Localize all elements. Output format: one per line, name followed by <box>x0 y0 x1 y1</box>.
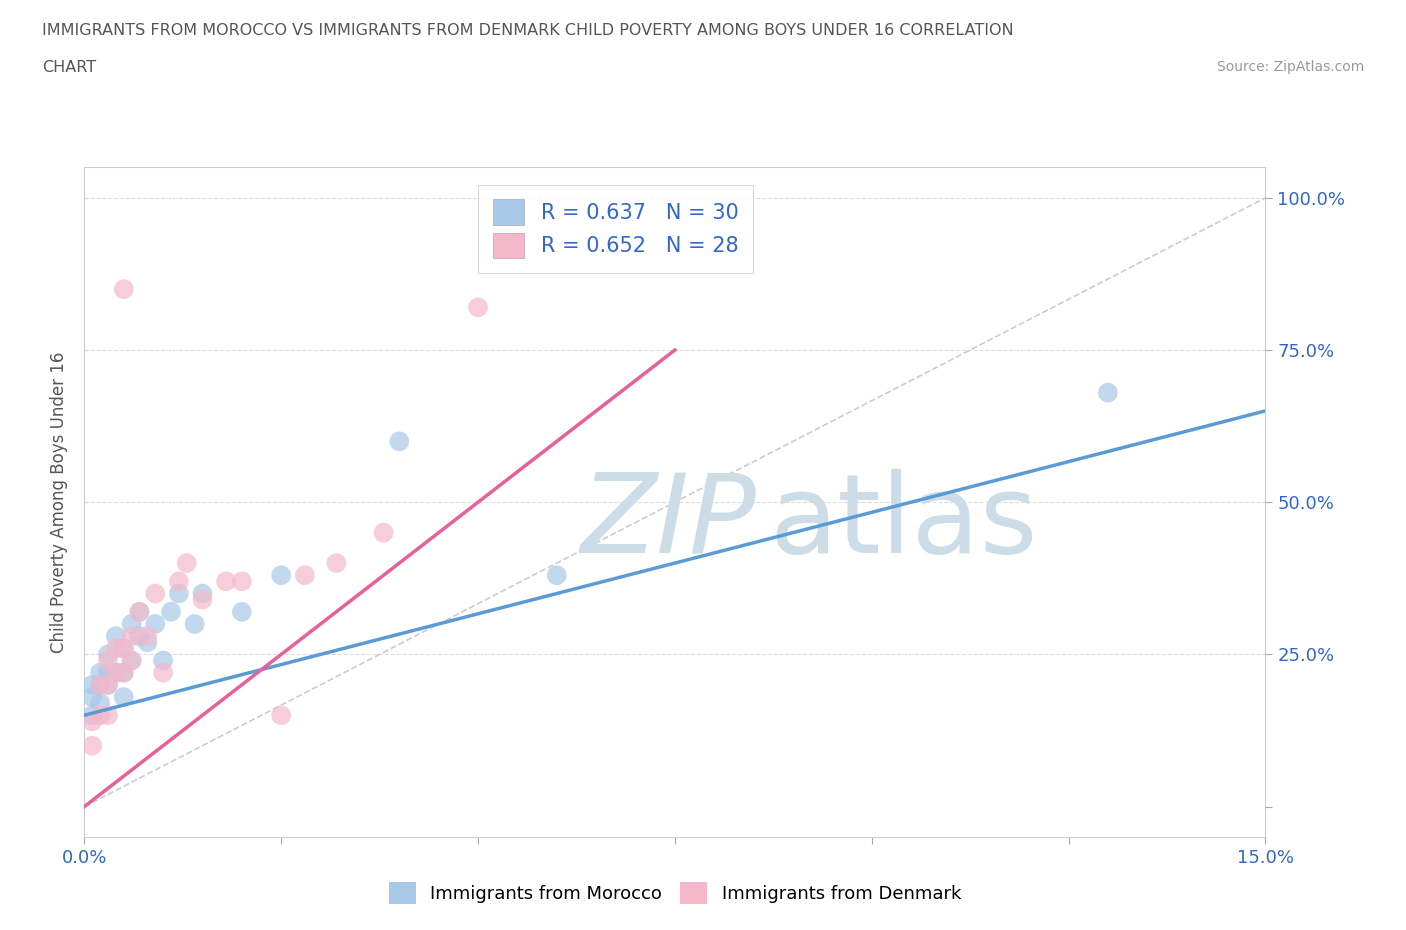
Text: IMMIGRANTS FROM MOROCCO VS IMMIGRANTS FROM DENMARK CHILD POVERTY AMONG BOYS UNDE: IMMIGRANTS FROM MOROCCO VS IMMIGRANTS FR… <box>42 23 1014 38</box>
Point <box>104 665 127 680</box>
Point <box>191 586 214 601</box>
Point <box>191 592 214 607</box>
Point <box>176 555 198 570</box>
Point <box>215 574 238 589</box>
Point <box>89 677 111 692</box>
Point <box>128 604 150 619</box>
Point <box>89 708 111 723</box>
Text: ZIP: ZIP <box>581 469 756 576</box>
Point <box>104 629 127 644</box>
Text: atlas: atlas <box>769 469 1038 576</box>
Point <box>82 708 104 723</box>
Point <box>183 617 205 631</box>
Point <box>89 696 111 711</box>
Point <box>143 617 166 631</box>
Point <box>136 629 159 644</box>
Point <box>388 434 411 449</box>
Point <box>104 665 127 680</box>
Point <box>104 641 127 656</box>
Point <box>231 574 253 589</box>
Point <box>112 641 135 656</box>
Point <box>325 555 347 570</box>
Legend: R = 0.637   N = 30, R = 0.652   N = 28: R = 0.637 N = 30, R = 0.652 N = 28 <box>478 184 754 272</box>
Point <box>97 647 120 662</box>
Point <box>128 629 150 644</box>
Text: CHART: CHART <box>42 60 96 75</box>
Point <box>231 604 253 619</box>
Point <box>152 665 174 680</box>
Point <box>167 574 190 589</box>
Point <box>89 677 111 692</box>
Point <box>97 708 120 723</box>
Point <box>112 665 135 680</box>
Point <box>97 677 120 692</box>
Point <box>270 708 292 723</box>
Point <box>373 525 395 540</box>
Point <box>167 586 190 601</box>
Point <box>82 677 104 692</box>
Point <box>294 568 316 583</box>
Point <box>121 629 143 644</box>
Point <box>143 586 166 601</box>
Point <box>128 604 150 619</box>
Point <box>112 689 135 704</box>
Point <box>270 568 292 583</box>
Y-axis label: Child Poverty Among Boys Under 16: Child Poverty Among Boys Under 16 <box>51 352 69 653</box>
Point <box>121 617 143 631</box>
Point <box>121 653 143 668</box>
Legend: Immigrants from Morocco, Immigrants from Denmark: Immigrants from Morocco, Immigrants from… <box>381 875 969 911</box>
Point <box>89 665 111 680</box>
Point <box>112 282 135 297</box>
Point <box>121 653 143 668</box>
Point <box>82 714 104 729</box>
Point <box>546 568 568 583</box>
Point <box>112 665 135 680</box>
Point <box>112 641 135 656</box>
Point <box>160 604 183 619</box>
Point <box>82 738 104 753</box>
Point <box>467 300 489 315</box>
Point <box>1097 385 1119 400</box>
Point <box>97 677 120 692</box>
Point <box>136 635 159 650</box>
Point <box>97 665 120 680</box>
Text: Source: ZipAtlas.com: Source: ZipAtlas.com <box>1216 60 1364 74</box>
Point <box>97 653 120 668</box>
Point <box>82 689 104 704</box>
Point <box>152 653 174 668</box>
